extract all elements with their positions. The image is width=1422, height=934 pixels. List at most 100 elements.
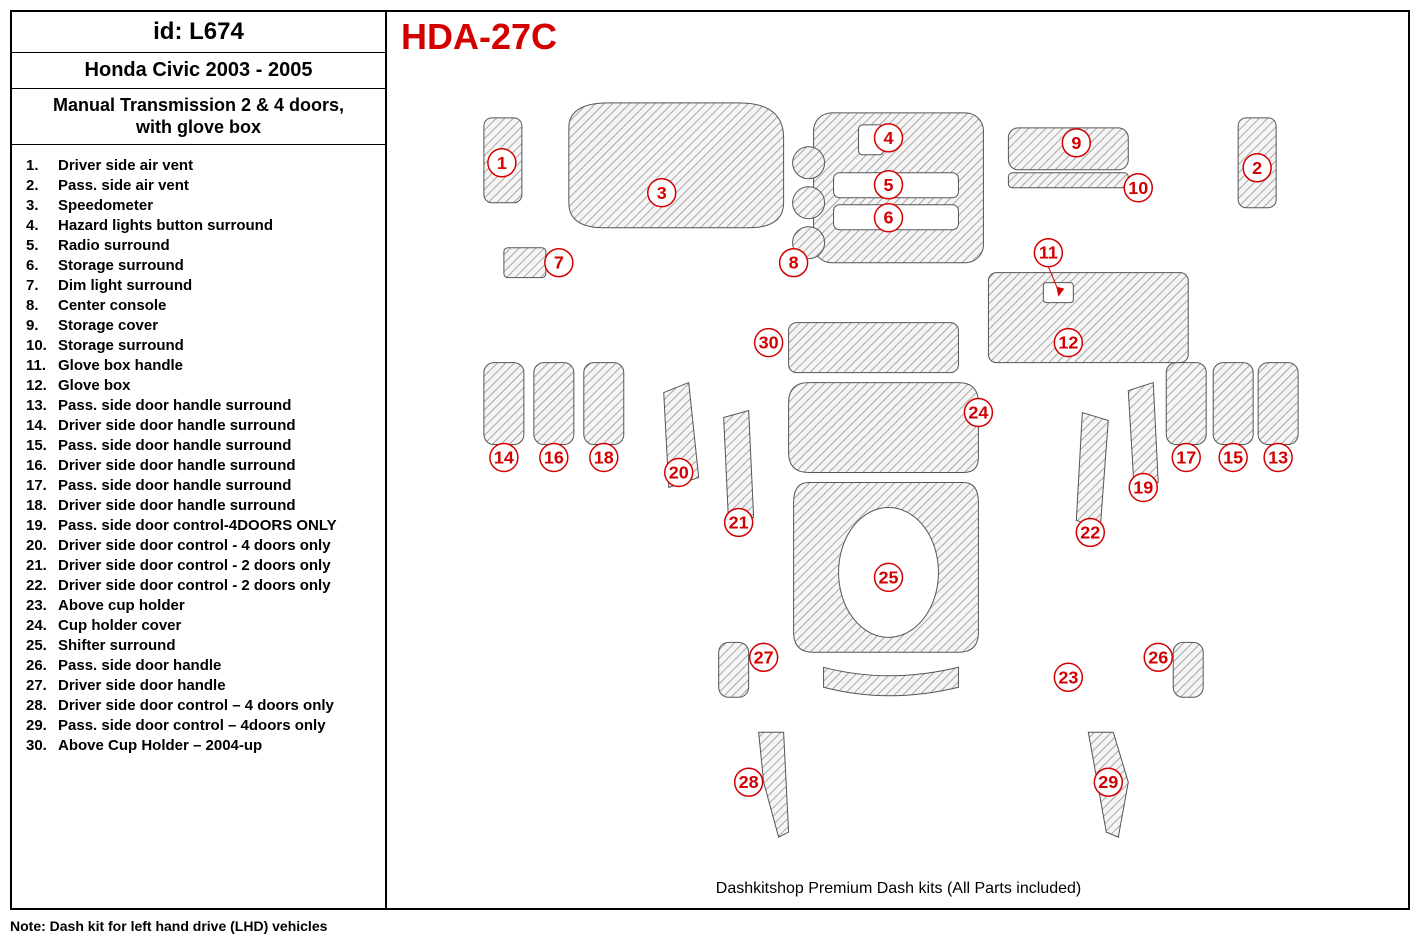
callout-19: 19	[1129, 473, 1157, 501]
callout-18: 18	[590, 444, 618, 472]
parts-list-item: 25.Shifter surround	[26, 637, 377, 654]
part-number: 23.	[26, 597, 58, 614]
parts-list-item: 13.Pass. side door handle surround	[26, 397, 377, 414]
parts-list-item: 14.Driver side door handle surround	[26, 417, 377, 434]
parts-list-item: 1.Driver side air vent	[26, 157, 377, 174]
callout-17: 17	[1172, 444, 1200, 472]
parts-list-item: 23.Above cup holder	[26, 597, 377, 614]
svg-text:3: 3	[657, 183, 667, 203]
part-label: Driver side air vent	[58, 157, 193, 174]
diagram-part	[793, 147, 825, 179]
part-label: Driver side door control - 4 doors only	[58, 537, 331, 554]
diagram-panel: HDA-27C 12345678910111213141516171819202…	[389, 12, 1408, 908]
parts-list-item: 20.Driver side door control - 4 doors on…	[26, 537, 377, 554]
svg-text:16: 16	[544, 448, 564, 468]
id-header: id: L674	[12, 12, 385, 53]
callout-20: 20	[665, 459, 693, 487]
svg-text:9: 9	[1071, 133, 1081, 153]
part-label: Cup holder cover	[58, 617, 181, 634]
part-number: 8.	[26, 297, 58, 314]
diagram-part	[1258, 363, 1298, 445]
svg-text:11: 11	[1039, 243, 1058, 263]
callout-30: 30	[755, 329, 783, 357]
callout-24: 24	[964, 399, 992, 427]
callout-21: 21	[725, 508, 753, 536]
svg-text:5: 5	[884, 175, 894, 195]
part-number: 30.	[26, 737, 58, 754]
parts-list-item: 10.Storage surround	[26, 337, 377, 354]
part-number: 14.	[26, 417, 58, 434]
diagram-part	[824, 667, 959, 695]
part-label: Storage surround	[58, 257, 184, 274]
diagram-part	[1008, 173, 1128, 188]
part-number: 21.	[26, 557, 58, 574]
part-label: Storage cover	[58, 317, 158, 334]
parts-list-item: 28.Driver side door control – 4 doors on…	[26, 697, 377, 714]
callout-22: 22	[1076, 518, 1104, 546]
part-label: Driver side door handle	[58, 677, 226, 694]
svg-text:24: 24	[968, 403, 988, 423]
svg-text:8: 8	[789, 253, 799, 273]
diagram-part	[504, 248, 546, 278]
part-label: Speedometer	[58, 197, 153, 214]
callout-23: 23	[1054, 663, 1082, 691]
parts-diagram: 1234567891011121314151617181920212223242…	[389, 12, 1408, 908]
part-label: Storage surround	[58, 337, 184, 354]
callout-3: 3	[648, 179, 676, 207]
parts-list-item: 24.Cup holder cover	[26, 617, 377, 634]
outer-border: id: L674 Honda Civic 2003 - 2005 Manual …	[10, 10, 1410, 910]
part-label: Pass. side door handle surround	[58, 397, 291, 414]
parts-list-item: 22.Driver side door control - 2 doors on…	[26, 577, 377, 594]
callout-1: 1	[488, 149, 516, 177]
part-label: Radio surround	[58, 237, 170, 254]
svg-text:15: 15	[1223, 448, 1243, 468]
parts-list-item: 9.Storage cover	[26, 317, 377, 334]
part-number: 19.	[26, 517, 58, 534]
callout-25: 25	[875, 563, 903, 591]
diagram-part	[1166, 363, 1206, 445]
part-number: 16.	[26, 457, 58, 474]
part-number: 29.	[26, 717, 58, 734]
callout-27: 27	[750, 643, 778, 671]
part-number: 15.	[26, 437, 58, 454]
parts-list-item: 27.Driver side door handle	[26, 677, 377, 694]
svg-text:19: 19	[1133, 477, 1153, 497]
svg-text:20: 20	[669, 462, 689, 482]
part-number: 7.	[26, 277, 58, 294]
callout-16: 16	[540, 444, 568, 472]
parts-list-item: 21.Driver side door control - 2 doors on…	[26, 557, 377, 574]
diagram-part	[789, 323, 959, 373]
diagram-part	[988, 273, 1188, 363]
diagram-part	[1213, 363, 1253, 445]
part-label: Above cup holder	[58, 597, 185, 614]
part-number: 11.	[26, 357, 58, 374]
part-number: 17.	[26, 477, 58, 494]
part-number: 13.	[26, 397, 58, 414]
parts-list-item: 2.Pass. side air vent	[26, 177, 377, 194]
note-text: Note: Dash kit for left hand drive (LHD)…	[10, 918, 327, 934]
parts-list-item: 26.Pass. side door handle	[26, 657, 377, 674]
part-number: 10.	[26, 337, 58, 354]
callout-5: 5	[875, 171, 903, 199]
diagram-part	[584, 363, 624, 445]
callout-29: 29	[1094, 768, 1122, 796]
callout-10: 10	[1124, 174, 1152, 202]
callout-4: 4	[875, 124, 903, 152]
diagram-part	[1076, 413, 1108, 528]
svg-text:4: 4	[884, 128, 894, 148]
svg-text:30: 30	[759, 333, 779, 353]
svg-text:21: 21	[729, 512, 749, 532]
part-number: 2.	[26, 177, 58, 194]
svg-text:27: 27	[754, 647, 774, 667]
part-label: Driver side door handle surround	[58, 417, 296, 434]
parts-list-item: 6.Storage surround	[26, 257, 377, 274]
diagram-part	[534, 363, 574, 445]
diagram-part	[789, 383, 979, 473]
parts-list-item: 15.Pass. side door handle surround	[26, 437, 377, 454]
callout-13: 13	[1264, 444, 1292, 472]
part-number: 18.	[26, 497, 58, 514]
svg-text:14: 14	[494, 448, 514, 468]
diagram-part	[719, 642, 749, 697]
svg-text:2: 2	[1252, 158, 1262, 178]
part-number: 12.	[26, 377, 58, 394]
